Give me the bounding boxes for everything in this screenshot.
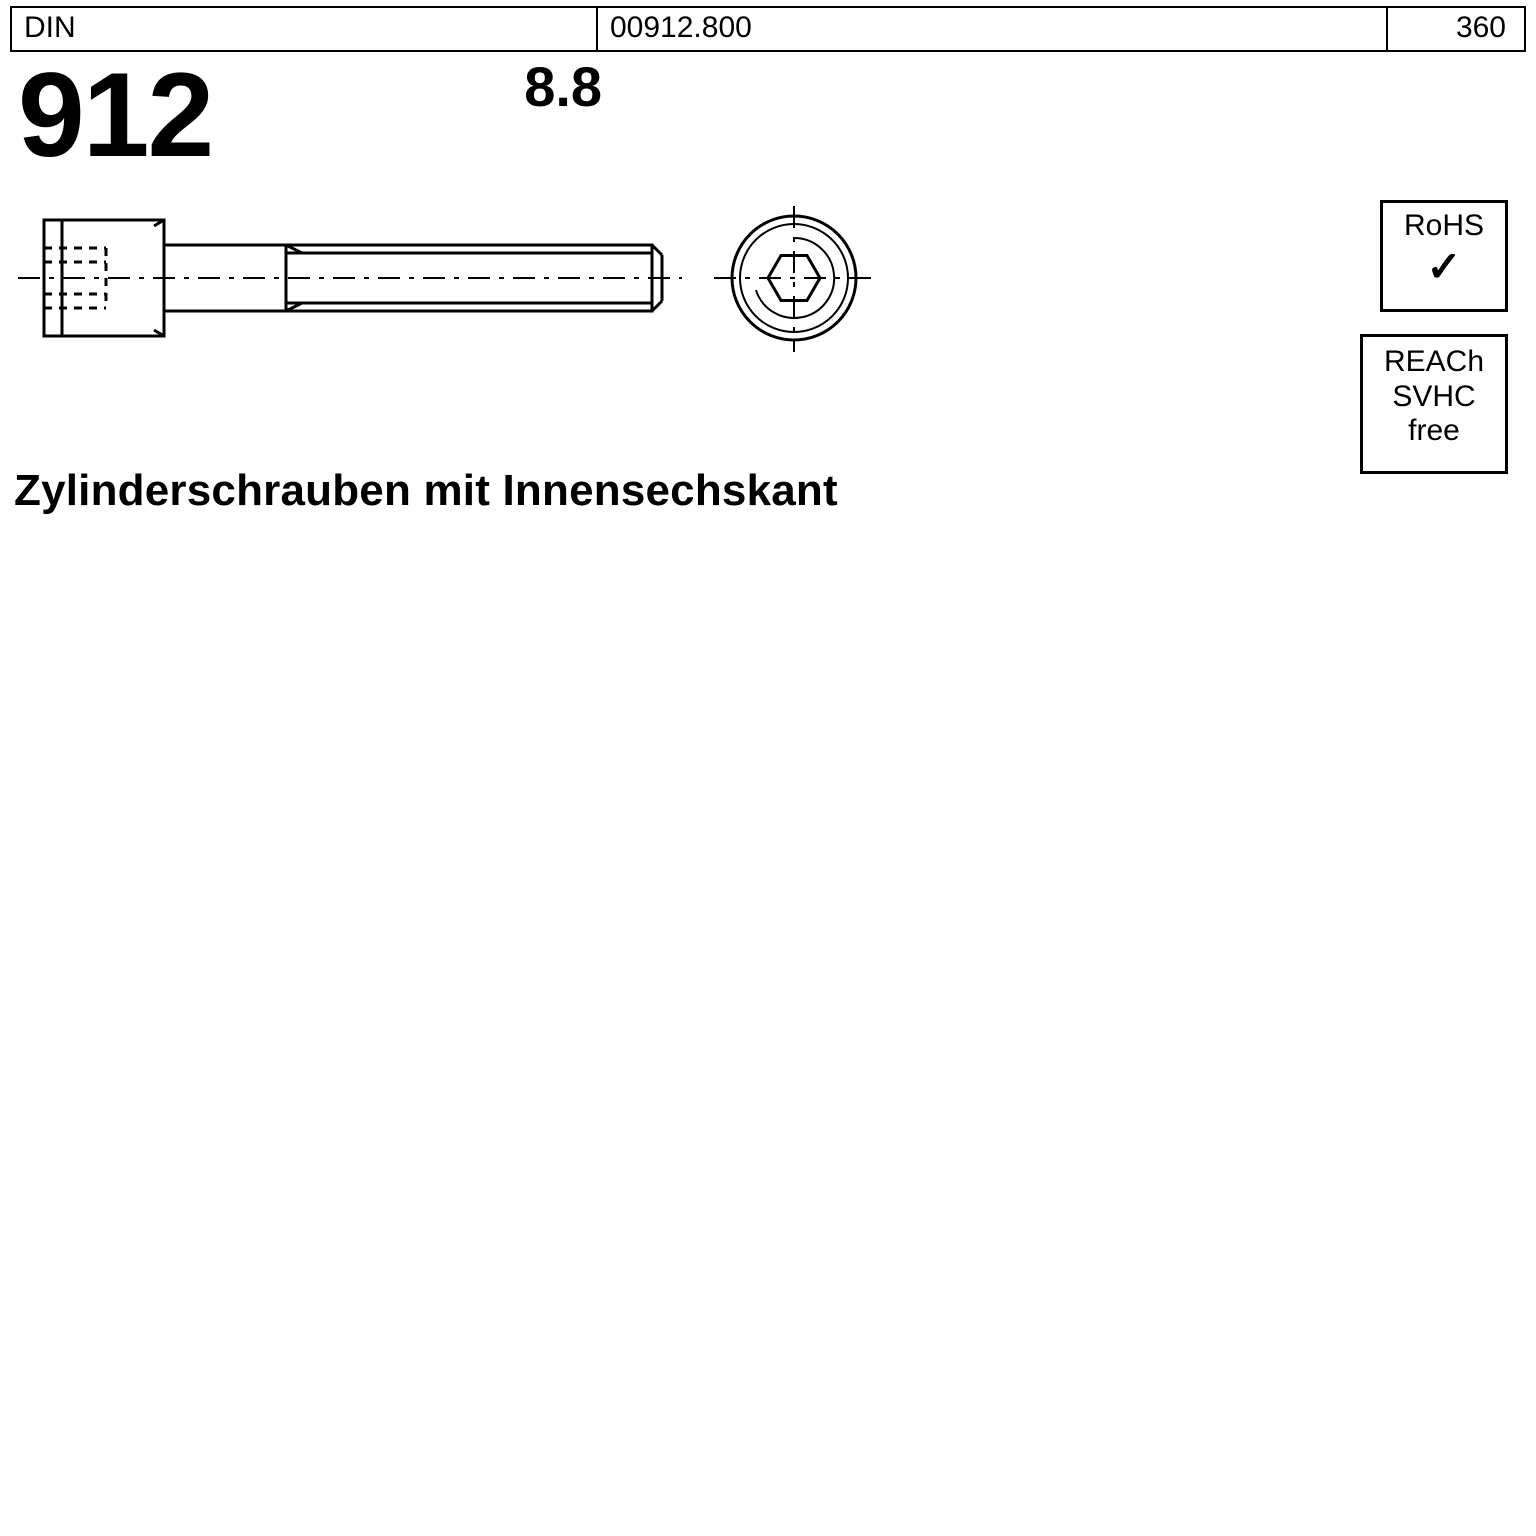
din-number: 912 xyxy=(12,52,212,178)
reach-badge: REACh SVHC free xyxy=(1360,334,1508,474)
title-row: 912 8.8 xyxy=(10,52,1526,178)
header-din-label: DIN xyxy=(10,8,598,50)
drawing-area: RoHS ✓ REACh SVHC free xyxy=(10,206,1526,416)
header-row: DIN 00912.800 360 xyxy=(10,6,1526,52)
reach-line3: free xyxy=(1363,414,1505,449)
header-part-code: 00912.800 xyxy=(598,8,1388,50)
header-right-code: 360 xyxy=(1388,8,1526,50)
strength-grade: 8.8 xyxy=(524,54,602,119)
rohs-label: RoHS xyxy=(1383,209,1505,244)
reach-line2: SVHC xyxy=(1363,380,1505,415)
reach-line1: REACh xyxy=(1363,345,1505,380)
datasheet: DIN 00912.800 360 912 8.8 xyxy=(10,6,1526,516)
check-icon: ✓ xyxy=(1383,246,1505,288)
screw-drawing xyxy=(14,206,884,356)
rohs-badge: RoHS ✓ xyxy=(1380,200,1508,312)
product-description: Zylinderschrauben mit Innensechskant xyxy=(10,466,1526,516)
